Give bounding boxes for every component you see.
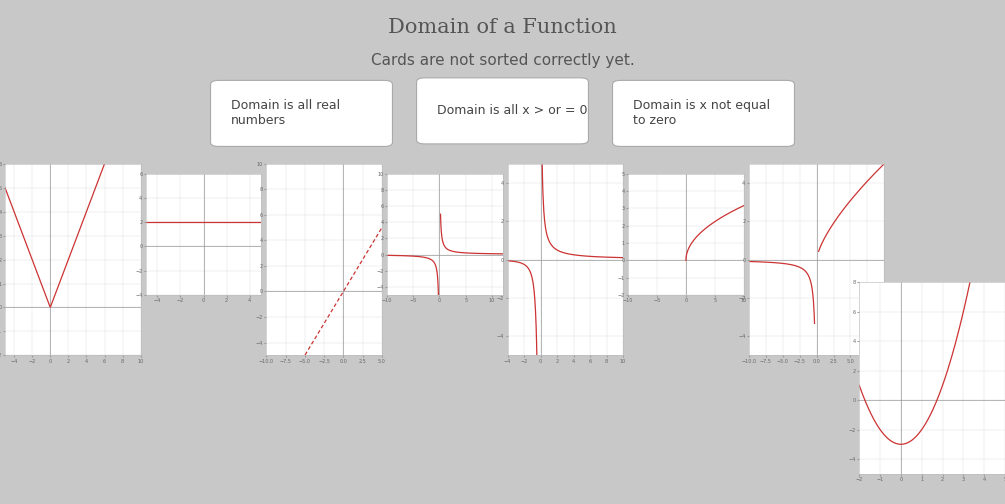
Text: Domain is x not equal
to zero: Domain is x not equal to zero bbox=[633, 99, 770, 128]
Text: Domain is all real
numbers: Domain is all real numbers bbox=[230, 99, 340, 128]
Text: Domain is all x > or = 0: Domain is all x > or = 0 bbox=[437, 104, 587, 117]
FancyBboxPatch shape bbox=[612, 80, 795, 146]
Text: Domain of a Function: Domain of a Function bbox=[388, 18, 617, 37]
FancyBboxPatch shape bbox=[210, 80, 392, 146]
Text: Cards are not sorted correctly yet.: Cards are not sorted correctly yet. bbox=[371, 53, 634, 68]
FancyBboxPatch shape bbox=[417, 78, 589, 144]
